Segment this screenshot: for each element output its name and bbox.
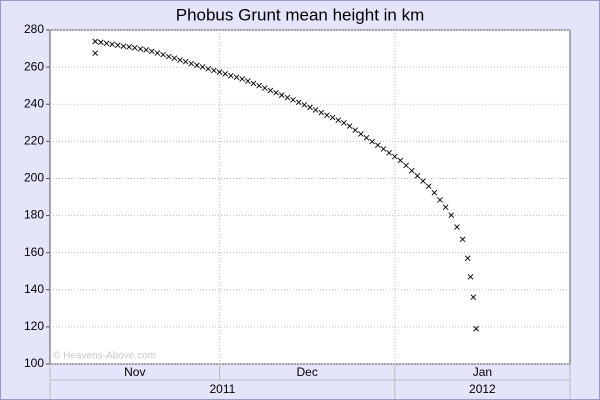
data-point bbox=[250, 80, 257, 87]
data-point bbox=[329, 114, 336, 121]
data-point bbox=[307, 104, 313, 111]
plot-area bbox=[49, 29, 571, 365]
data-point bbox=[363, 134, 370, 141]
data-point bbox=[358, 131, 364, 137]
data-point bbox=[160, 51, 166, 58]
data-point bbox=[109, 41, 115, 48]
y-tick-label: 140 bbox=[24, 282, 44, 296]
data-point bbox=[284, 94, 291, 101]
data-point bbox=[473, 325, 479, 332]
y-tick-label: 240 bbox=[24, 96, 44, 110]
y-tick-label: 160 bbox=[24, 245, 44, 259]
data-point bbox=[103, 40, 110, 47]
data-point bbox=[245, 78, 251, 84]
y-tick-label: 180 bbox=[24, 208, 44, 222]
data-point bbox=[431, 189, 438, 196]
data-point bbox=[442, 204, 449, 211]
data-point bbox=[171, 55, 178, 62]
data-point bbox=[194, 62, 200, 69]
data-point bbox=[154, 50, 161, 56]
data-point bbox=[290, 96, 296, 103]
data-point bbox=[256, 82, 262, 89]
data-point bbox=[211, 67, 217, 74]
data-point bbox=[420, 178, 426, 184]
data-point bbox=[380, 146, 387, 152]
x-tick-label: Jan bbox=[473, 365, 492, 379]
data-point bbox=[448, 212, 455, 219]
data-point bbox=[92, 50, 99, 57]
x-tick-label: Nov bbox=[124, 365, 145, 379]
y-tick-label: 220 bbox=[24, 134, 44, 148]
data-point bbox=[470, 294, 477, 301]
data-point bbox=[318, 109, 325, 116]
data-point bbox=[403, 162, 409, 169]
data-point bbox=[375, 142, 381, 149]
data-point bbox=[335, 117, 342, 123]
data-point bbox=[391, 153, 398, 160]
y-tick-label: 100 bbox=[24, 356, 44, 370]
data-point bbox=[437, 197, 443, 203]
x-tick-label: Dec bbox=[297, 365, 318, 379]
y-tick-label: 120 bbox=[24, 319, 44, 333]
data-point bbox=[459, 236, 466, 243]
year-label: 2011 bbox=[209, 382, 235, 396]
data-point bbox=[301, 101, 308, 108]
data-point bbox=[278, 92, 285, 98]
data-point bbox=[92, 38, 99, 45]
data-point bbox=[295, 99, 302, 106]
data-point bbox=[148, 48, 155, 55]
chart-title: Phobus Grunt mean height in km bbox=[176, 5, 425, 24]
data-point bbox=[425, 183, 432, 190]
data-point bbox=[239, 76, 245, 82]
data-point bbox=[464, 255, 471, 262]
data-point bbox=[143, 47, 149, 53]
data-point bbox=[386, 150, 392, 156]
data-point bbox=[346, 123, 353, 129]
data-point bbox=[199, 64, 206, 70]
data-point bbox=[177, 57, 183, 63]
data-point bbox=[205, 65, 212, 72]
data-point bbox=[454, 224, 460, 230]
data-point bbox=[267, 87, 274, 94]
data-point bbox=[408, 167, 415, 174]
data-point bbox=[341, 119, 347, 126]
data-point bbox=[126, 44, 132, 50]
data-point bbox=[273, 89, 279, 96]
data-point bbox=[228, 72, 234, 79]
y-tick-label: 200 bbox=[24, 171, 44, 185]
watermark: © Heavens-Above.com bbox=[53, 351, 156, 362]
data-point bbox=[216, 69, 223, 75]
data-point bbox=[120, 43, 127, 49]
data-point bbox=[137, 46, 144, 52]
data-point bbox=[233, 74, 240, 81]
y-tick-label: 280 bbox=[24, 22, 44, 36]
data-point bbox=[222, 70, 229, 77]
data-point bbox=[115, 42, 121, 49]
data-point bbox=[261, 85, 268, 91]
data-point bbox=[98, 39, 104, 46]
data-point bbox=[352, 127, 359, 134]
data-point bbox=[165, 53, 172, 60]
data-point bbox=[414, 173, 421, 179]
data-point bbox=[397, 157, 404, 164]
data-point bbox=[182, 58, 189, 65]
data-point bbox=[312, 107, 319, 113]
data-point bbox=[324, 112, 330, 118]
data-point bbox=[188, 60, 195, 67]
data-point bbox=[467, 273, 474, 280]
y-tick-label: 260 bbox=[24, 59, 44, 73]
data-point bbox=[131, 44, 138, 51]
year-label: 2012 bbox=[469, 382, 496, 396]
data-point bbox=[369, 138, 375, 145]
